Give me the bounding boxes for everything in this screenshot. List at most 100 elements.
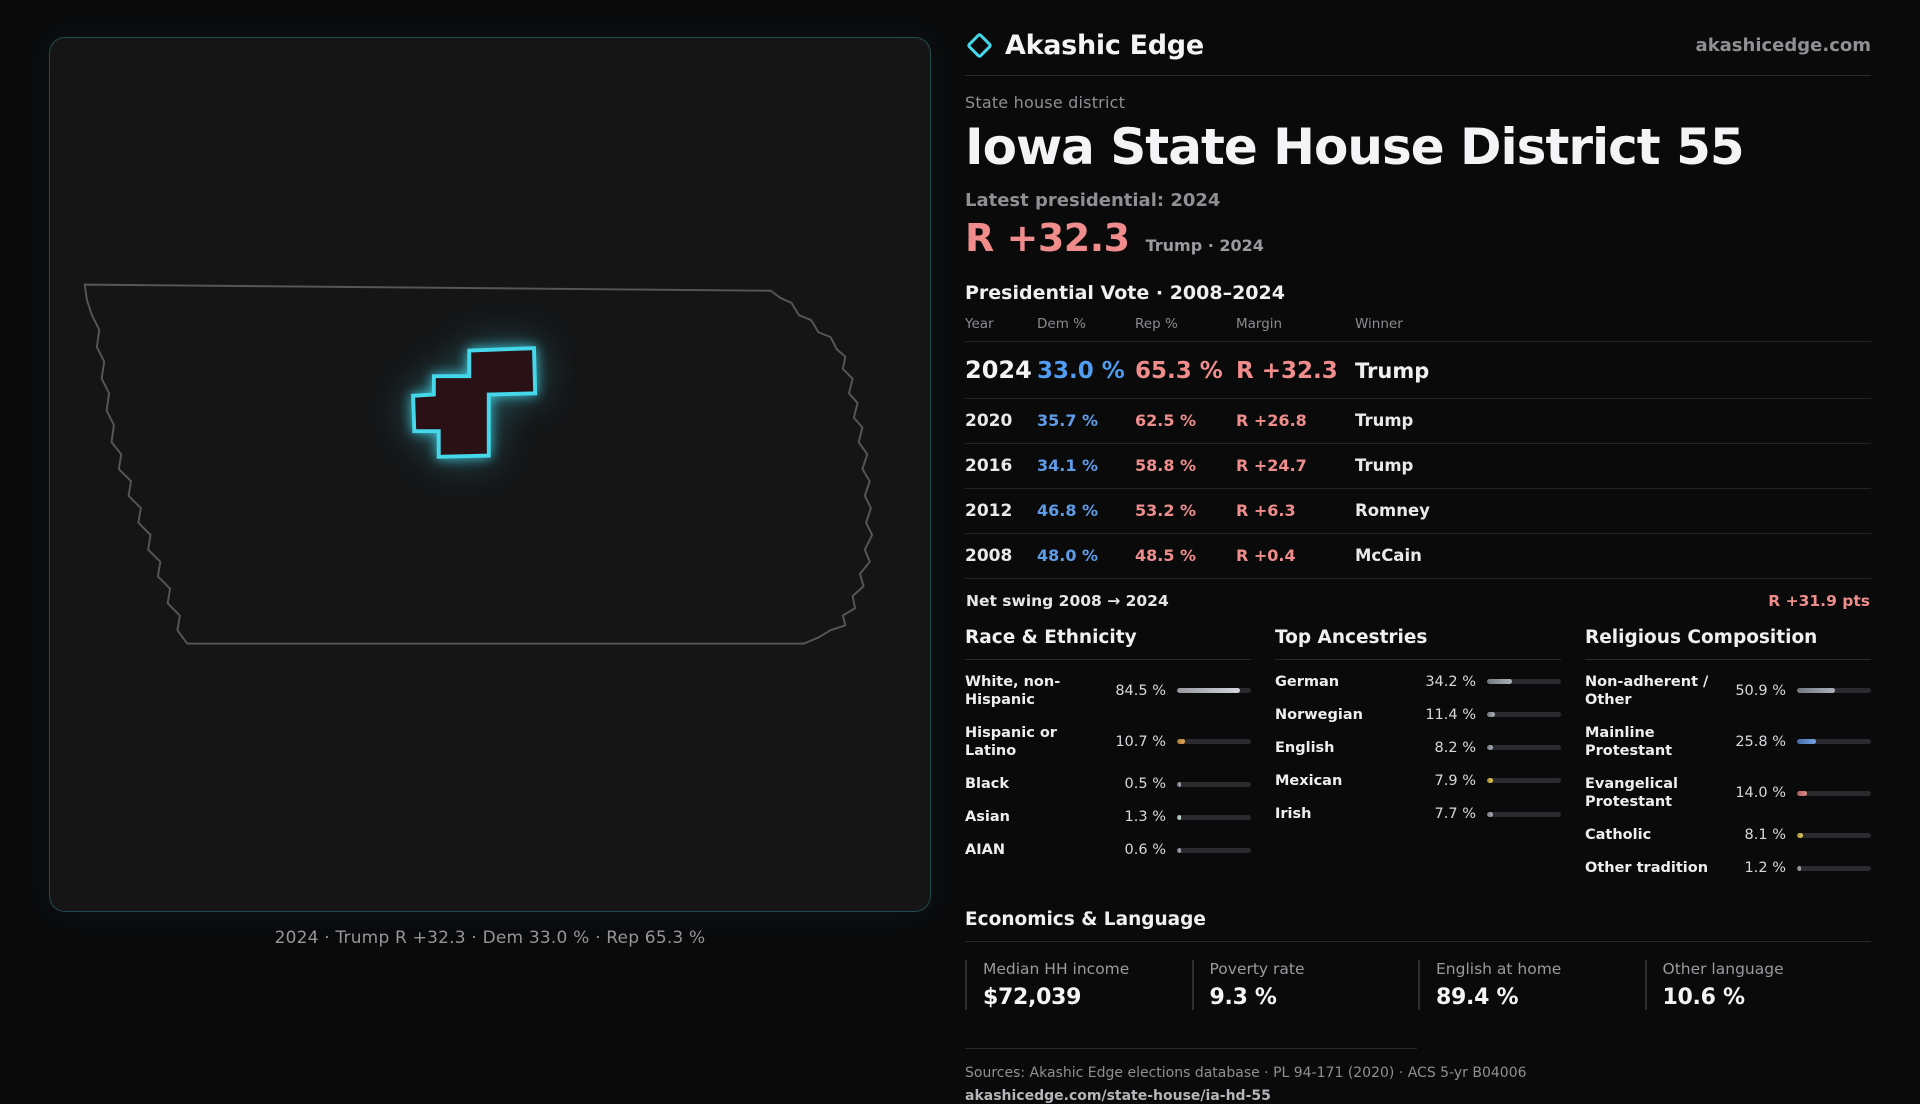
col-margin: Margin — [1236, 316, 1283, 332]
demo-value: 8.1 % — [1744, 827, 1786, 844]
demo-label: Other tradition — [1585, 860, 1709, 877]
cell-rep: 53.2 % — [1135, 501, 1197, 520]
ancestries-column: Top Ancestries German 34.2 % Norwegian 1… — [1275, 627, 1561, 885]
cell-year: 2012 — [965, 501, 1013, 521]
section-title: Religious Composition — [1585, 627, 1871, 660]
demo-bar-fill — [1487, 712, 1496, 718]
demo-bar-fill — [1177, 781, 1181, 787]
brand-name: Akashic Edge — [1005, 30, 1204, 61]
table-row-2016: 2016 34.1 % 58.8 % R +24.7 Trump — [965, 444, 1871, 489]
demo-label: Non-adherent / Other — [1585, 673, 1709, 708]
section-title: Top Ancestries — [1275, 627, 1561, 660]
table-row-2020: 2020 35.7 % 62.5 % R +26.8 Trump — [965, 399, 1871, 444]
vote-table-title: Presidential Vote · 2008–2024 — [965, 282, 1285, 304]
demo-bar-track — [1797, 865, 1871, 871]
cell-year: 2024 — [965, 356, 1032, 384]
map-panel — [49, 37, 931, 912]
data-card: Akashic Edge akashicedge.com State house… — [965, 30, 1871, 1104]
cell-year: 2008 — [965, 546, 1013, 566]
demo-item: English 8.2 % — [1275, 731, 1561, 764]
demo-item: German 34.2 % — [1275, 665, 1561, 698]
col-year: Year — [965, 316, 994, 332]
demo-label: Irish — [1275, 806, 1312, 822]
demo-bar-track — [1487, 745, 1561, 751]
demo-bar-track — [1177, 847, 1251, 853]
demo-label: Norwegian — [1275, 706, 1363, 723]
cell-year: 2020 — [965, 411, 1013, 431]
demo-bar-fill — [1177, 847, 1181, 853]
latest-margin-row: R +32.3 Trump · 2024 — [965, 216, 1871, 260]
district-55-shape[interactable] — [411, 346, 538, 459]
cell-rep: 48.5 % — [1135, 546, 1197, 565]
brand-header: Akashic Edge akashicedge.com — [965, 30, 1871, 61]
stat-label: Median HH income — [983, 960, 1130, 978]
demo-bar-fill — [1487, 811, 1493, 817]
cell-margin: R +6.3 — [1236, 501, 1296, 520]
footer-divider — [965, 1048, 1417, 1049]
sources-line: Sources: Akashic Edge elections database… — [965, 1065, 1527, 1081]
demo-value: 0.6 % — [1124, 842, 1166, 859]
cell-dem: 46.8 % — [1037, 501, 1099, 520]
demo-item: Mainline Protestant 25.8 % — [1585, 716, 1871, 767]
cell-dem: 35.7 % — [1037, 411, 1099, 430]
brand-domain-link[interactable]: akashicedge.com — [1695, 35, 1871, 56]
table-row-2012: 2012 46.8 % 53.2 % R +6.3 Romney — [965, 489, 1871, 534]
demo-label: Mainline Protestant — [1585, 724, 1673, 759]
demo-value: 1.2 % — [1744, 860, 1786, 877]
demo-bar-fill — [1797, 688, 1835, 694]
demo-item: Non-adherent / Other 50.9 % — [1585, 665, 1871, 716]
net-swing-value: R +31.9 pts — [1768, 592, 1870, 610]
demo-bar-track — [1797, 739, 1871, 745]
demo-bar-track — [1797, 832, 1871, 838]
cell-winner: Trump — [1355, 411, 1414, 430]
diamond-logo-icon — [966, 32, 993, 59]
section-title: Race & Ethnicity — [965, 627, 1251, 660]
stat-median-income: Median HH income $72,039 — [965, 960, 1192, 1010]
stat-value: 89.4 % — [1436, 985, 1519, 1010]
demo-bar-fill — [1487, 778, 1493, 784]
race-ethnicity-column: Race & Ethnicity White, non-Hispanic 84.… — [965, 627, 1251, 885]
cell-winner: Trump — [1355, 456, 1414, 475]
col-dem: Dem % — [1037, 316, 1086, 332]
stat-other-language: Other language 10.6 % — [1644, 960, 1872, 1010]
table-row-2024: 2024 33.0 % 65.3 % R +32.3 Trump — [965, 342, 1871, 399]
demo-value: 84.5 % — [1115, 682, 1166, 699]
demo-item: Asian 1.3 % — [965, 801, 1251, 834]
demo-bar-track — [1797, 688, 1871, 694]
demo-bar-fill — [1177, 688, 1240, 694]
demo-value: 14.0 % — [1735, 785, 1786, 802]
demo-item: Irish 7.7 % — [1275, 798, 1561, 831]
demo-bar-fill — [1797, 832, 1803, 838]
cell-margin: R +24.7 — [1236, 456, 1307, 475]
net-swing-row: Net swing 2008 → 2024 R +31.9 pts — [965, 579, 1871, 625]
demo-item: Hispanic or Latino 10.7 % — [965, 716, 1251, 767]
vote-table: Year Dem % Rep % Margin Winner 2024 33.0… — [965, 316, 1871, 579]
demo-bar-fill — [1177, 739, 1185, 745]
stat-value: 10.6 % — [1662, 985, 1745, 1010]
latest-presidential-label: Latest presidential: 2024 — [965, 190, 1221, 211]
table-row-2008: 2008 48.0 % 48.5 % R +0.4 McCain — [965, 534, 1871, 579]
demo-label: Mexican — [1275, 772, 1343, 789]
demo-bar-fill — [1797, 865, 1801, 871]
stat-label: Poverty rate — [1209, 960, 1305, 978]
cell-margin: R +26.8 — [1236, 411, 1307, 430]
demo-bar-fill — [1177, 814, 1181, 820]
cell-margin: R +32.3 — [1236, 358, 1338, 384]
permalink[interactable]: akashicedge.com/state-house/ia-hd-55 — [965, 1088, 1271, 1104]
stat-poverty-rate: Poverty rate 9.3 % — [1191, 960, 1419, 1010]
cell-rep: 65.3 % — [1135, 358, 1223, 384]
latest-margin-value: R +32.3 — [965, 216, 1130, 260]
cell-winner: McCain — [1355, 546, 1422, 565]
demo-label: Evangelical Protestant — [1585, 776, 1678, 811]
economics-stats: Median HH income $72,039 Poverty rate 9.… — [965, 960, 1871, 1010]
demo-value: 25.8 % — [1735, 733, 1786, 750]
demo-label: White, non-Hispanic — [965, 673, 1061, 708]
demo-bar-track — [1177, 814, 1251, 820]
latest-margin-context: Trump · 2024 — [1145, 236, 1264, 255]
demo-bar-track — [1487, 778, 1561, 784]
demo-item: Norwegian 11.4 % — [1275, 698, 1561, 731]
demo-label: Black — [965, 776, 1010, 792]
demo-value: 50.9 % — [1735, 682, 1786, 699]
col-rep: Rep % — [1135, 316, 1178, 332]
demo-bar-track — [1487, 679, 1561, 685]
